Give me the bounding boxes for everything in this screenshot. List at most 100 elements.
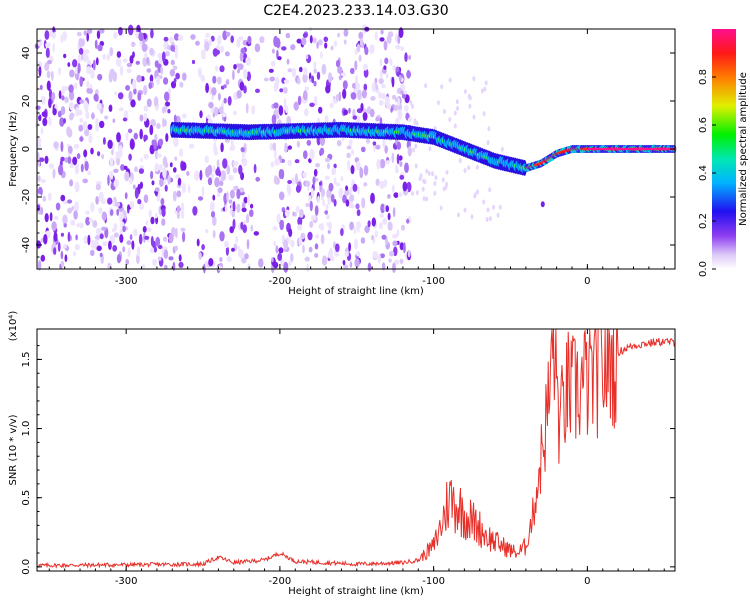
heatmap-noise-cell (201, 244, 205, 251)
heatmap-noise-cell (340, 72, 347, 77)
heatmap-noise-cell (397, 192, 403, 198)
heatmap-noise-cell (343, 109, 348, 116)
heatmap-noise-cell (414, 143, 418, 149)
trace-cell (540, 201, 545, 208)
heatmap-noise-cell (140, 76, 145, 82)
heatmap-noise-cell (475, 164, 479, 170)
heatmap-noise-cell (58, 164, 64, 176)
heatmap-noise-cell (352, 183, 358, 192)
heatmap-noise-cell (73, 143, 80, 149)
y-tick-label: 1.5 (21, 351, 32, 367)
heatmap-noise-cell (173, 44, 179, 53)
heatmap-noise-cell (87, 234, 91, 246)
heatmap-noise-cell (372, 141, 377, 146)
heatmap-noise-cell (359, 37, 364, 48)
heatmap-noise-cell (232, 218, 236, 230)
heatmap-noise-cell (141, 264, 146, 269)
heatmap-noise-cell (309, 221, 314, 228)
heatmap-noise-cell (115, 201, 121, 207)
heatmap-noise-cell (483, 86, 487, 92)
heatmap-noise-cell (311, 75, 315, 84)
heatmap-noise-cell (71, 205, 74, 211)
heatmap-noise-cell (128, 178, 133, 185)
heatmap-noise-cell (179, 148, 184, 157)
heatmap-noise-cell (142, 226, 147, 233)
heatmap-noise-cell (154, 187, 160, 192)
heatmap-noise-cell (224, 205, 228, 213)
heatmap-noise-cell (399, 161, 403, 168)
heatmap-noise-cell (36, 141, 42, 150)
heatmap-noise-cell (297, 95, 302, 106)
heatmap-noise-cell (44, 30, 50, 40)
heatmap-noise-cell (297, 224, 303, 231)
x-tick-label: 0 (584, 576, 590, 587)
heatmap-noise-cell (408, 55, 412, 60)
heatmap-noise-cell (235, 236, 239, 244)
heatmap-noise-cell (74, 181, 80, 193)
heatmap-noise-cell (318, 181, 322, 186)
heatmap-noise-cell (345, 185, 349, 191)
heatmap-noise-cell (141, 43, 148, 52)
heatmap-noise-cell (302, 244, 305, 254)
heatmap-noise-cell (80, 163, 84, 173)
heatmap-noise-cell (308, 246, 313, 253)
heatmap-noise-cell (382, 217, 388, 225)
heatmap-noise-cell (213, 142, 217, 153)
heatmap-noise-cell (340, 176, 344, 182)
snr-y-axis-label: SNR (10 * v/v) (8, 414, 19, 485)
heatmap-noise-cell (353, 226, 357, 235)
heatmap-noise-cell (349, 194, 355, 202)
heatmap-noise-cell (69, 101, 74, 111)
heatmap-noise-cell (99, 120, 105, 129)
heatmap-noise-cell (60, 34, 64, 44)
heatmap-noise-cell (392, 262, 396, 274)
heatmap-noise-cell (375, 84, 379, 91)
heatmap-noise-cell (391, 94, 397, 100)
heatmap-noise-cell (263, 77, 269, 82)
heatmap-noise-cell (303, 67, 308, 76)
heatmap-noise-cell (216, 265, 223, 271)
heatmap-noise-cell (155, 75, 160, 86)
heatmap-noise-cell (190, 34, 196, 40)
heatmap-noise-cell (280, 259, 285, 267)
heatmap-noise-cell (149, 47, 155, 56)
heatmap-noise-cell (411, 104, 415, 109)
heatmap-noise-cell (342, 259, 346, 266)
heatmap-noise-cell (349, 261, 353, 268)
heatmap-noise-cell (35, 105, 41, 110)
heatmap-noise-cell (67, 156, 72, 165)
heatmap-noise-cell (94, 39, 98, 49)
y-tick-label: 40 (21, 47, 32, 60)
heatmap-noise-cell (364, 225, 370, 234)
heatmap-noise-cell (174, 49, 178, 59)
heatmap-noise-cell (354, 258, 360, 268)
heatmap-noise-cell (156, 196, 160, 202)
heatmap-noise-cell (367, 220, 371, 228)
heatmap-noise-cell (397, 109, 403, 120)
heatmap-noise-cell (319, 147, 325, 155)
heatmap-noise-cell (79, 136, 84, 142)
heatmap-noise-cell (95, 227, 102, 236)
heatmap-noise-cell (172, 190, 177, 202)
heatmap-noise-cell (90, 249, 95, 257)
heatmap-noise-cell (150, 28, 154, 39)
heatmap-noise-cell (143, 134, 148, 141)
heatmap-noise-cell (130, 99, 136, 108)
heatmap-noise-cell (50, 70, 54, 81)
heatmap-noise-cell (335, 182, 341, 187)
heatmap-noise-cell (321, 255, 328, 266)
heatmap-noise-cell (231, 159, 235, 168)
heatmap-noise-cell (358, 54, 362, 62)
heatmap-noise-cell (401, 94, 407, 99)
heatmap-noise-cell (284, 209, 291, 218)
heatmap-noise-cell (456, 105, 459, 111)
heatmap-noise-cell (399, 174, 405, 180)
heatmap-noise-cell (498, 204, 502, 210)
heatmap-noise-cell (163, 119, 167, 127)
heatmap-noise-cell (64, 254, 68, 262)
heatmap-noise-cell (88, 88, 93, 94)
heatmap-noise-cell (186, 171, 190, 176)
heatmap-noise-cell (40, 178, 46, 184)
heatmap-noise-cell (131, 42, 136, 47)
heatmap-noise-cell (301, 37, 307, 46)
